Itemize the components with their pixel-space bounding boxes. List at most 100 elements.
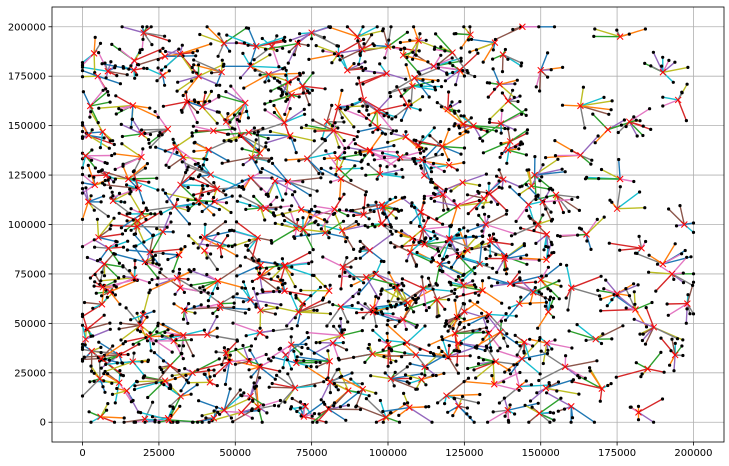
data-point [89,364,93,368]
data-point [170,350,174,354]
cluster-edge [570,405,595,423]
data-point [171,269,175,273]
cluster-edge [538,70,542,92]
cluster-edge [400,106,409,121]
data-point [252,259,256,263]
cluster-edge [376,110,390,118]
data-point [159,368,164,372]
cluster-edge [450,205,459,226]
data-point [497,185,501,189]
data-point [477,355,481,360]
data-point [88,380,92,384]
data-point [321,296,326,300]
data-point [473,272,477,276]
data-point [196,101,200,105]
data-point [545,195,549,199]
cluster-edge [422,288,428,311]
cluster-edge [283,122,291,139]
data-point [228,49,232,53]
data-point [632,115,636,119]
data-point [493,37,497,42]
data-point [205,243,209,247]
data-point [279,278,283,282]
center-marker [302,403,309,410]
data-point [590,158,594,162]
cluster-edge [210,174,240,188]
data-point [328,312,332,316]
data-point [181,317,186,321]
data-point [131,398,135,403]
center-marker [635,408,642,416]
data-point [336,126,340,130]
data-point [544,274,548,278]
cluster-edge [454,300,458,318]
data-point [399,301,403,305]
data-point [185,378,189,382]
data-point [80,136,85,140]
data-point [499,131,503,135]
data-point [354,220,358,224]
cluster-edge [422,153,443,161]
cluster-edge [633,291,637,310]
data-point [640,338,645,343]
data-point [155,262,159,266]
cluster-edge [99,378,113,384]
data-point [414,387,418,391]
cluster-edge [333,130,346,149]
y-tick-label: 100000 [8,220,46,231]
data-point [552,25,557,29]
data-point [159,212,163,216]
cluster-edge [334,213,343,231]
data-point [193,162,197,166]
data-point [181,54,185,58]
cluster-edge [463,284,476,288]
data-point [237,184,241,189]
data-point [183,367,187,371]
cluster-edge [448,161,464,166]
data-point [643,206,647,210]
data-point [87,410,91,414]
x-axis-ticks: 0 25000 50000 75000 100000 125000 150000 175000… [79,442,713,459]
data-point [313,129,317,133]
center-marker [344,66,351,74]
data-point [96,170,101,174]
cluster-edge [495,361,510,371]
center-marker [145,333,153,340]
data-point [161,322,165,326]
cluster-edge [98,341,120,356]
data-point [134,244,138,248]
data-point [322,156,326,161]
data-point [80,314,85,319]
data-point [660,397,665,401]
data-point [257,271,262,275]
data-point [667,207,671,211]
data-point [354,405,358,409]
data-point [389,411,393,415]
data-point [435,186,439,190]
cluster-edge [492,53,504,60]
data-point [379,292,383,296]
data-point [191,354,195,358]
cluster-edge [282,354,287,368]
data-point [452,396,456,400]
data-point [452,291,457,295]
data-point [329,180,333,184]
cluster-edge [148,336,152,351]
data-point [106,214,110,218]
data-point [117,211,121,215]
cluster-edge [140,411,170,421]
data-point [546,51,550,55]
center-marker [281,287,288,295]
data-point [293,285,297,289]
cluster-edge [301,85,310,105]
data-point [220,255,224,259]
data-point [319,398,323,402]
data-point [94,291,98,295]
data-point [394,216,398,220]
cluster-edge [412,80,433,87]
data-point [392,285,396,289]
data-point [255,133,259,137]
cluster-edge [273,105,286,123]
cluster-edge [662,243,676,265]
cluster-edge [259,329,274,334]
